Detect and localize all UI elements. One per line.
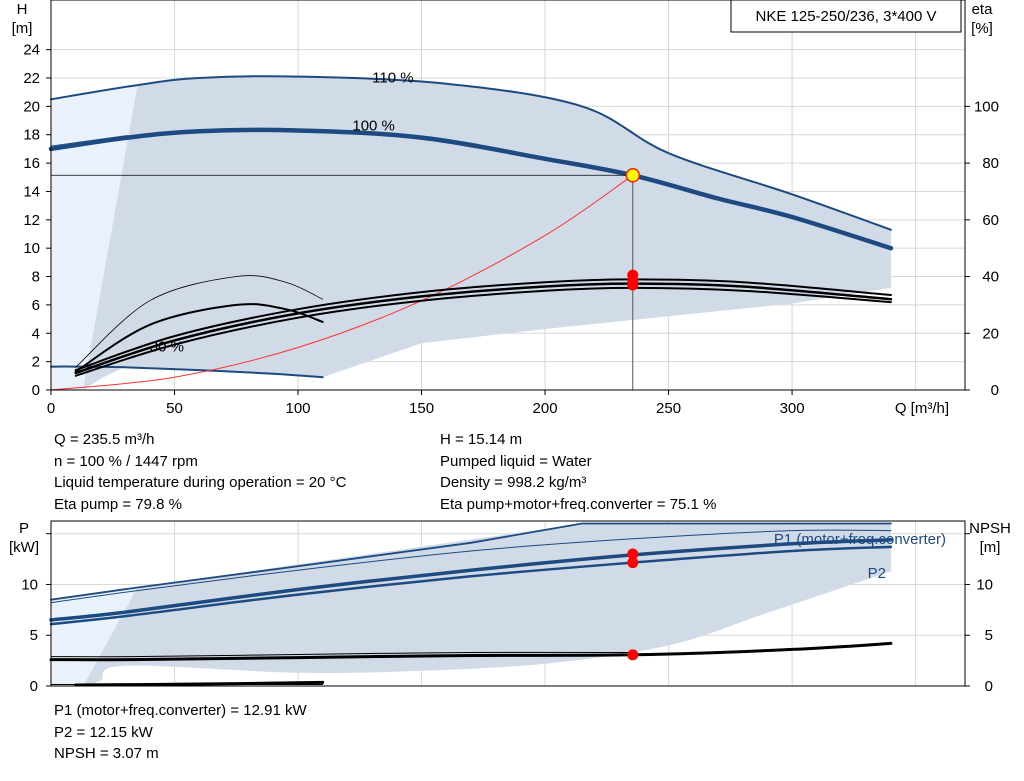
p-axis-label-line-0: P xyxy=(19,520,29,537)
head-100-extension xyxy=(50,135,128,147)
operating-range-area xyxy=(83,76,891,391)
x-tick-label: 100 xyxy=(286,400,311,417)
light-range-area xyxy=(51,85,138,390)
duty-point-marker xyxy=(625,168,640,183)
eta-marker xyxy=(627,279,639,291)
npsh-tick-label: 5 xyxy=(985,627,993,644)
y-tick-label: 20 xyxy=(23,98,40,115)
y-tick-label: 4 xyxy=(32,325,40,342)
y2-tick-label: 20 xyxy=(982,325,999,342)
plot-frame-bottom xyxy=(50,520,966,687)
curve-label-0: 110 % xyxy=(372,69,413,86)
eta-pump: Eta pump = 79.8 % xyxy=(54,495,182,513)
series-npsh xyxy=(49,641,893,662)
series-p2 xyxy=(49,545,893,626)
curve-label-2: 30 % xyxy=(150,339,184,356)
y-tick-label: 14 xyxy=(23,183,40,200)
y-tick-label: 0 xyxy=(32,382,40,399)
p2-result: P2 = 12.15 kW xyxy=(54,723,153,741)
series-eta_low_speed_thin xyxy=(75,275,324,368)
duty-point-info-right: H = 15.14 m Pumped liquid = Water Densit… xyxy=(440,429,716,515)
x-tick-label: 200 xyxy=(533,400,558,417)
power-marker xyxy=(627,649,639,661)
npsh-axis-label-line-1: [m] xyxy=(980,539,1001,556)
y2-tick-label: 100 xyxy=(974,98,999,115)
y2-tick-label: 80 xyxy=(982,155,999,172)
y-tick-label: 16 xyxy=(23,155,40,172)
y-tick-label: 12 xyxy=(23,212,40,229)
duty-point-info-left: Q = 235.5 m³/h n = 100 % / 1447 rpm Liqu… xyxy=(54,429,346,515)
liquid-temperature: Liquid temperature during operation = 20… xyxy=(54,474,347,491)
p1-result: P1 (motor+freq.converter) = 12.91 kW xyxy=(54,702,307,719)
chart-title: NKE 125-250/236, 3*400 V xyxy=(756,8,937,25)
y2-tick-label: 60 xyxy=(982,212,999,229)
series-p1_thin_a xyxy=(50,522,892,601)
y-tick-label: 2 xyxy=(32,354,40,371)
eta-total: Eta pump+motor+freq.converter = 75.1 % xyxy=(440,495,717,513)
p-y-tick-label: 5 xyxy=(30,627,38,644)
y-tick-label: 10 xyxy=(23,240,40,257)
p-y-tick-label: 0 xyxy=(30,678,38,695)
x-tick-label: 0 xyxy=(47,400,55,417)
series-p1 xyxy=(49,538,893,622)
series-npsh_thin xyxy=(50,651,634,658)
curve-label-1: 100 % xyxy=(352,117,395,134)
head-value: H = 15.14 m xyxy=(440,431,523,448)
y-axis-label-line-0: H xyxy=(17,1,28,18)
y-tick-label: 8 xyxy=(32,269,40,286)
title-box xyxy=(730,0,962,33)
x-tick-label: 50 xyxy=(166,400,183,417)
x-axis-label: Q [m³/h] xyxy=(895,400,949,417)
npsh-axis-label-line-0: NPSH xyxy=(969,520,1011,537)
plot-frame-top xyxy=(50,0,966,391)
power-range-area xyxy=(83,523,891,686)
density-value: Density = 998.2 kg/m³ xyxy=(440,474,587,491)
power-marker xyxy=(627,548,639,560)
series-head_30 xyxy=(50,365,324,379)
y-tick-label: 24 xyxy=(23,42,40,59)
y2-tick-label: 40 xyxy=(982,269,999,286)
series-p1_thin_b xyxy=(50,529,892,604)
series-eta_110 xyxy=(74,286,892,377)
speed-value: n = 100 % / 1447 rpm xyxy=(54,452,198,470)
flow-value: Q = 235.5 m³/h xyxy=(54,431,155,448)
series-head_110 xyxy=(50,75,892,231)
power-results: P1 (motor+freq.converter) = 12.91 kW P2 … xyxy=(54,700,307,765)
series-system_curve xyxy=(50,174,634,391)
x-tick-label: 250 xyxy=(656,400,681,417)
npsh-tick-label: 10 xyxy=(976,576,993,593)
y2-axis-label-line-0: eta xyxy=(972,1,994,18)
p-y-tick-label: 10 xyxy=(21,576,38,593)
y-tick-label: 18 xyxy=(23,127,40,144)
series-eta_100 xyxy=(74,282,893,375)
y-tick-label: 22 xyxy=(23,70,40,87)
power-marker xyxy=(627,557,639,569)
y2-axis-label-line-1: [%] xyxy=(971,20,993,37)
p-axis-label-line-1: [kW] xyxy=(9,539,39,556)
npsh-tick-label: 0 xyxy=(985,678,993,695)
npsh-result: NPSH = 3.07 m xyxy=(54,745,159,762)
x-tick-label: 300 xyxy=(780,400,805,417)
series-eta_low_speed xyxy=(74,303,324,373)
series-eta_variants xyxy=(74,278,892,372)
y-tick-label: 6 xyxy=(32,297,40,314)
p2-curve-label: P2 xyxy=(868,565,886,582)
p1-curve-label: P1 (motor+freq.converter) xyxy=(774,531,946,548)
y-axis-label-line-1: [m] xyxy=(12,20,33,37)
x-tick-label: 150 xyxy=(409,400,434,417)
series-head_100 xyxy=(48,127,894,251)
pumped-liquid: Pumped liquid = Water xyxy=(440,452,592,470)
y2-tick-label: 0 xyxy=(991,382,999,399)
